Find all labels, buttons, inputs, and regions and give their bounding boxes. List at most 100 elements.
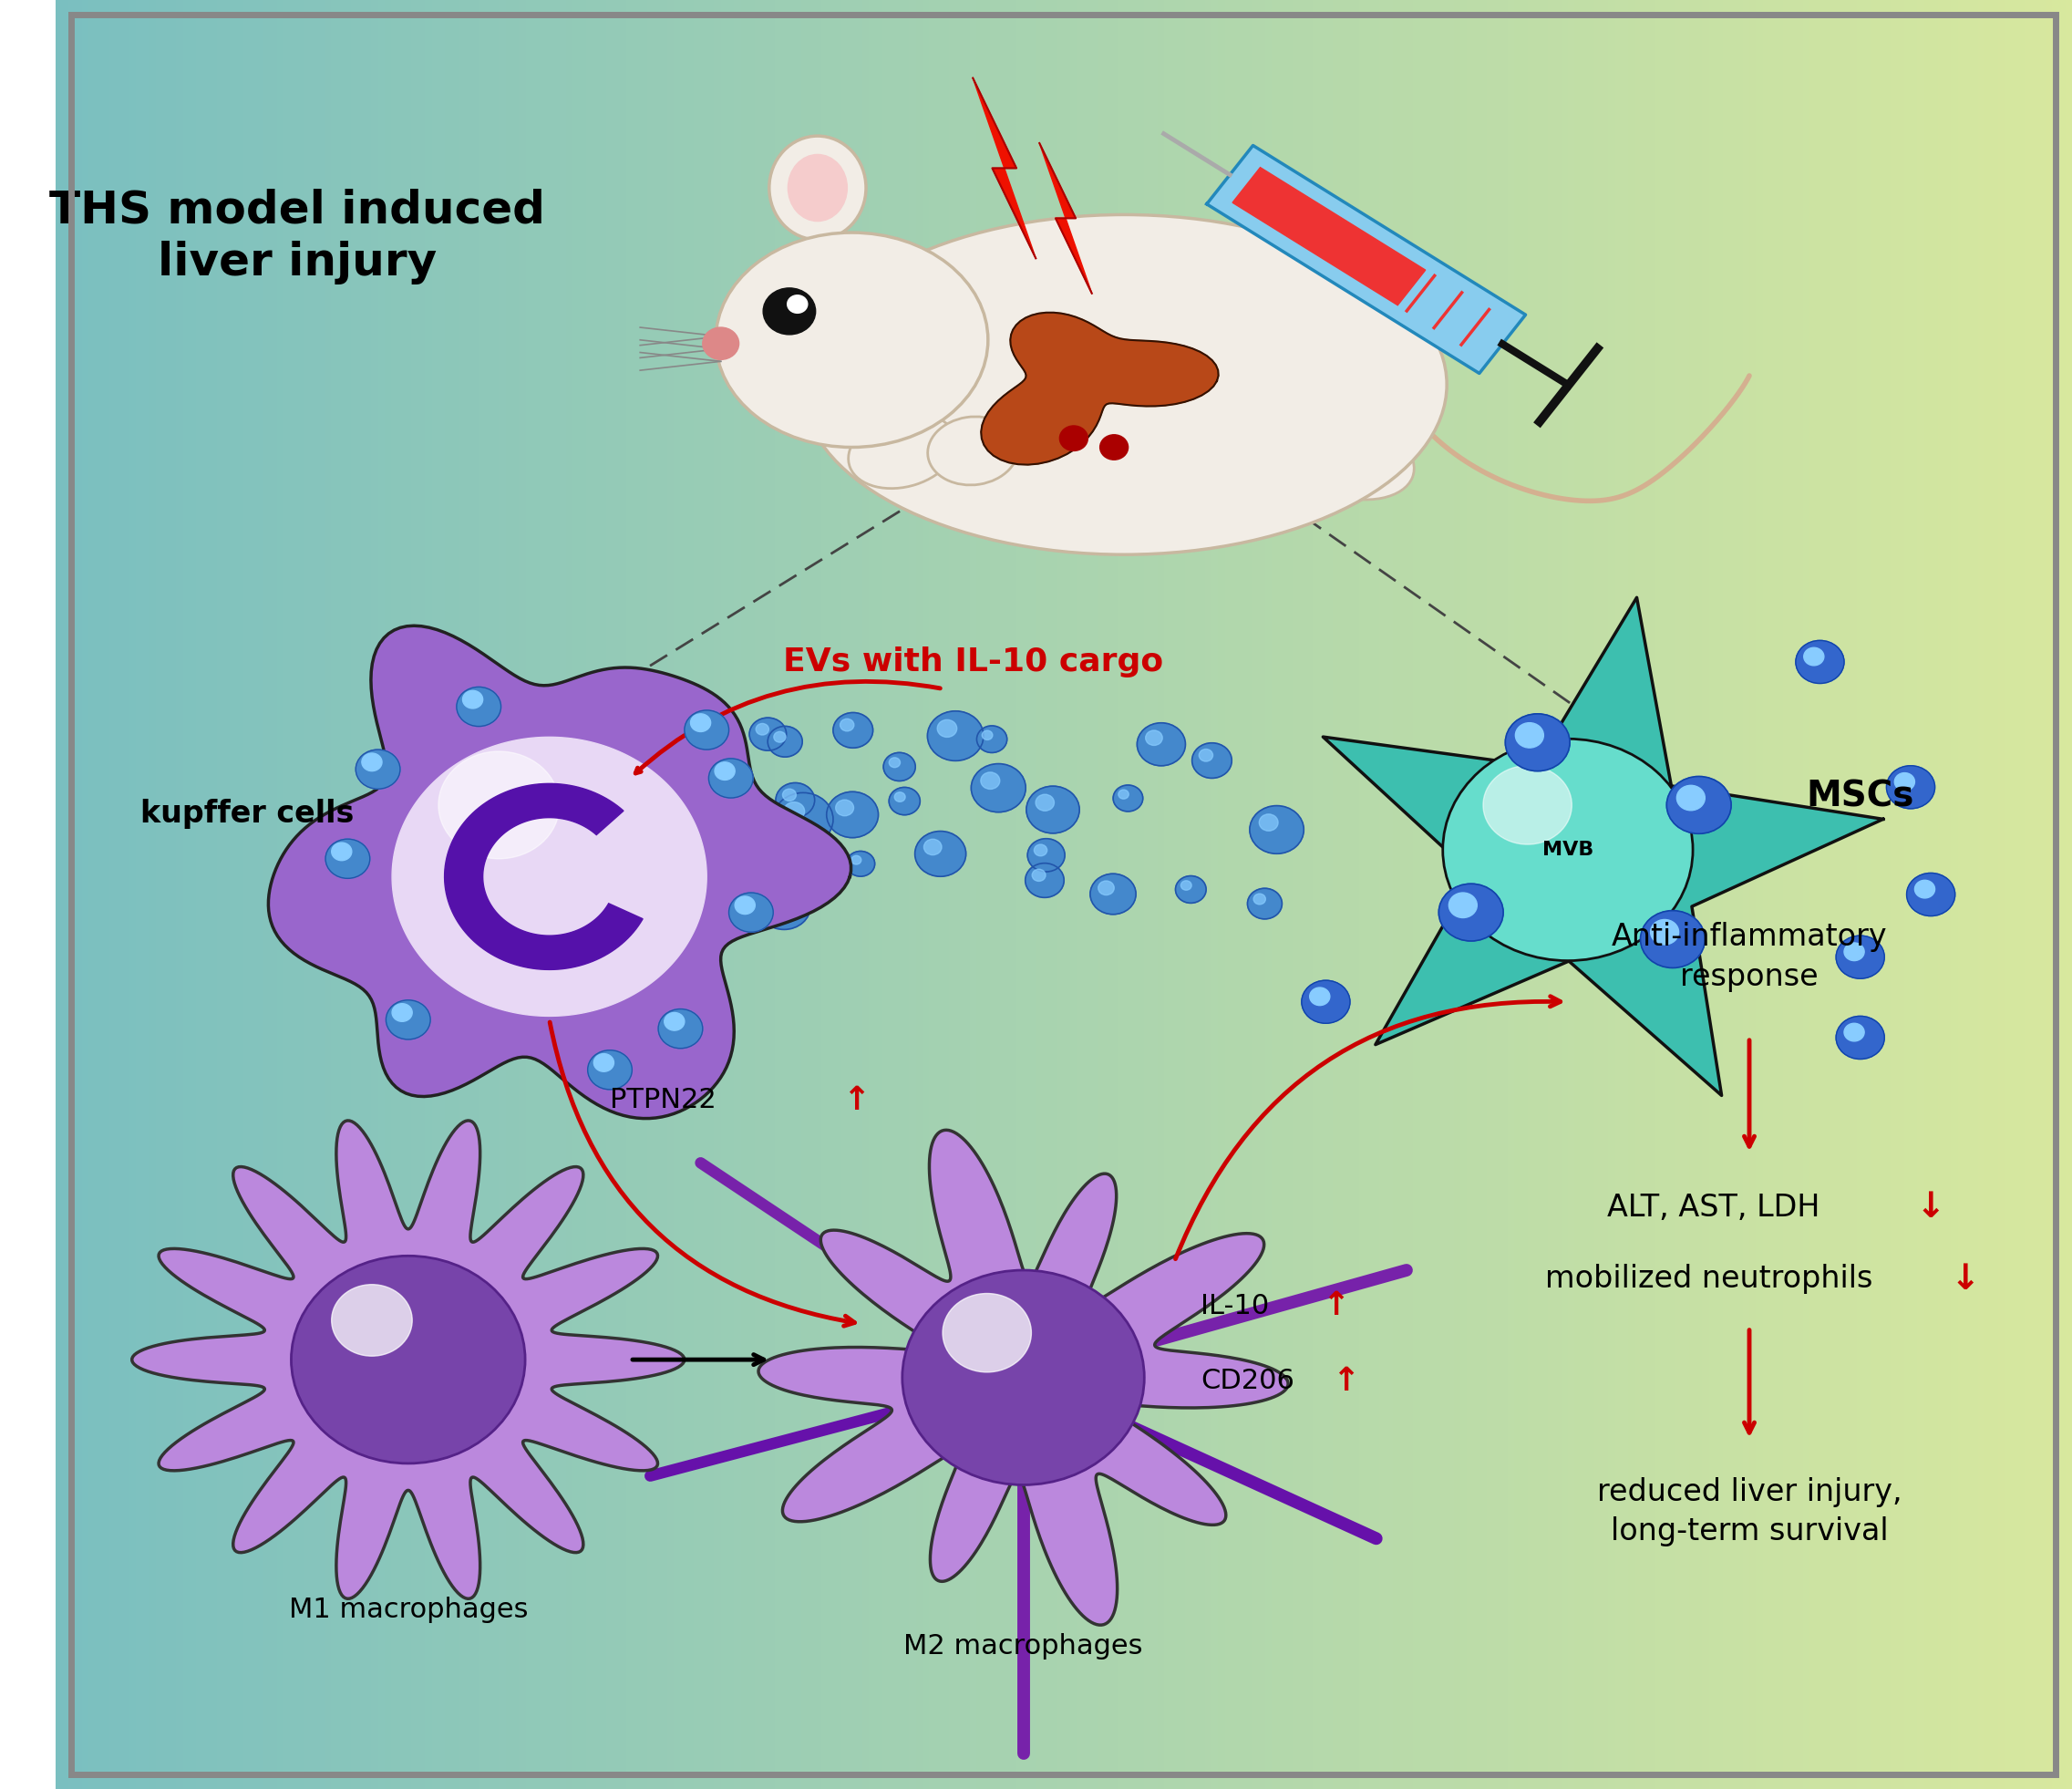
Circle shape (773, 732, 785, 742)
Text: kupffer cells: kupffer cells (141, 800, 354, 828)
Circle shape (1836, 1016, 1883, 1059)
Bar (526, 0, 533, 1789)
Circle shape (1119, 789, 1129, 800)
Circle shape (1036, 794, 1055, 810)
Bar (1964, 0, 1970, 1789)
Text: mobilized neutrophils: mobilized neutrophils (1546, 1265, 1873, 1293)
Bar (1944, 0, 1952, 1789)
Polygon shape (392, 737, 707, 1016)
Bar (458, 0, 466, 1789)
Bar (1144, 0, 1152, 1789)
Bar (1695, 0, 1703, 1789)
Bar (1730, 0, 1736, 1789)
Bar (769, 0, 775, 1789)
Ellipse shape (928, 417, 1017, 485)
Polygon shape (1324, 598, 1883, 1095)
Bar (350, 0, 358, 1789)
Bar (1299, 0, 1305, 1789)
Bar (1809, 0, 1817, 1789)
Bar (781, 0, 787, 1789)
Circle shape (748, 882, 787, 918)
Bar (1266, 0, 1272, 1789)
Bar (191, 0, 197, 1789)
Bar (829, 0, 835, 1789)
Bar (62, 0, 68, 1789)
Circle shape (835, 800, 854, 816)
Bar (1757, 0, 1763, 1789)
Polygon shape (269, 626, 852, 1118)
Bar (358, 0, 365, 1789)
Text: ↑: ↑ (1322, 1290, 1349, 1322)
Bar (1542, 0, 1548, 1789)
Bar (1743, 0, 1749, 1789)
Bar (1581, 0, 1587, 1789)
Bar (116, 0, 122, 1789)
Circle shape (332, 1285, 412, 1356)
Circle shape (1100, 435, 1127, 460)
Bar (1979, 0, 1985, 1789)
Text: MVB: MVB (1542, 841, 1593, 859)
Circle shape (1026, 785, 1080, 834)
Bar (1063, 0, 1071, 1789)
Bar (1836, 0, 1844, 1789)
Bar (1017, 0, 1024, 1789)
Bar (1796, 0, 1803, 1789)
Circle shape (1200, 750, 1212, 762)
Circle shape (833, 712, 872, 748)
Bar (1152, 0, 1158, 1789)
Circle shape (889, 757, 899, 767)
Circle shape (783, 789, 796, 801)
Bar (419, 0, 425, 1789)
Bar (982, 0, 990, 1789)
Bar (2039, 0, 2045, 1789)
Polygon shape (1040, 143, 1092, 293)
Bar (1293, 0, 1299, 1789)
Circle shape (456, 687, 501, 726)
Bar (479, 0, 485, 1789)
Circle shape (1301, 980, 1351, 1023)
Bar (1614, 0, 1622, 1789)
Bar (1365, 0, 1374, 1789)
Bar (1575, 0, 1581, 1789)
Bar (835, 0, 841, 1789)
Circle shape (1260, 814, 1278, 830)
Bar (1641, 0, 1649, 1789)
Bar (1506, 0, 1515, 1789)
Bar (862, 0, 868, 1789)
Circle shape (976, 726, 1007, 753)
Bar (1769, 0, 1776, 1789)
Bar (572, 0, 580, 1789)
Bar (1098, 0, 1104, 1789)
Circle shape (1515, 723, 1544, 748)
Text: ↓: ↓ (1950, 1261, 1981, 1297)
Bar (1111, 0, 1117, 1789)
Bar (1890, 0, 1898, 1789)
Bar (95, 0, 102, 1789)
Circle shape (762, 288, 816, 335)
Bar (197, 0, 203, 1789)
Bar (1790, 0, 1796, 1789)
Bar (868, 0, 874, 1789)
Bar (1392, 0, 1401, 1789)
Bar (2018, 0, 2024, 1789)
Circle shape (1138, 723, 1185, 766)
Bar (539, 0, 547, 1789)
Bar (661, 0, 667, 1789)
Bar (620, 0, 626, 1789)
Bar (506, 0, 512, 1789)
Text: M1 macrophages: M1 macrophages (288, 1598, 528, 1623)
Bar (218, 0, 224, 1789)
Circle shape (356, 750, 400, 789)
Circle shape (1098, 880, 1115, 894)
Bar (83, 0, 89, 1789)
Bar (700, 0, 707, 1789)
Bar (613, 0, 620, 1789)
Polygon shape (758, 1131, 1289, 1624)
Circle shape (690, 714, 711, 732)
Circle shape (1059, 426, 1088, 451)
Bar (75, 0, 83, 1789)
Bar (990, 0, 997, 1789)
Bar (1763, 0, 1769, 1789)
Bar (1910, 0, 1917, 1789)
Bar (404, 0, 412, 1789)
